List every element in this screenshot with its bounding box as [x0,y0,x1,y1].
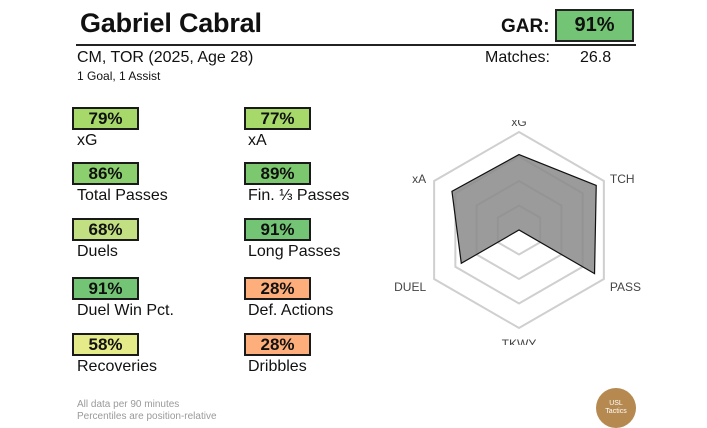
gar-value: 91% [555,9,634,42]
metric-label-duels: Duels [77,243,118,261]
metric-label-def-actions: Def. Actions [248,302,333,320]
radar-data-area [452,155,596,274]
metric-value-recoveries: 58% [72,333,139,356]
matches-label: Matches: [485,49,550,67]
player-name: Gabriel Cabral [80,8,262,39]
player-subtitle: CM, TOR (2025, Age 28) [77,49,253,67]
metric-value-duels: 68% [72,218,139,241]
radar-axis-label-xg: xG [511,120,526,129]
metric-label-long-passes: Long Passes [248,243,341,261]
metric-label-dribbles: Dribbles [248,358,307,376]
metric-value-def-actions: 28% [244,277,311,300]
goals-assists: 1 Goal, 1 Assist [77,69,160,83]
gar-label: GAR: [501,16,550,38]
radar-axis-label-duel: DUEL [394,280,426,294]
footnote-line-1: All data per 90 minutes [77,399,217,411]
usl-tactics-logo: USL Tactics [596,388,636,428]
metric-value-xa: 77% [244,107,311,130]
radar-axis-label-tkwy: TKWY [502,337,537,345]
footnote-line-2: Percentiles are position-relative [77,411,217,423]
metric-value-final-third-passes: 89% [244,162,311,185]
metric-label-xg: xG [77,132,97,150]
radar-axis-label-xa: xA [412,172,426,186]
metric-value-total-passes: 86% [72,162,139,185]
metric-label-final-third-passes: Fin. ⅓ Passes [248,187,349,205]
radar-axis-label-tch: TCH [610,172,635,186]
metric-value-long-passes: 91% [244,218,311,241]
matches-value: 26.8 [580,49,611,67]
metric-label-recoveries: Recoveries [77,358,157,376]
logo-line-2: Tactics [605,408,626,416]
metric-label-duel-win-pct: Duel Win Pct. [77,302,174,320]
metric-value-dribbles: 28% [244,333,311,356]
metric-value-duel-win-pct: 91% [72,277,139,300]
metric-label-xa: xA [248,132,267,150]
metric-value-xg: 79% [72,107,139,130]
radar-axis-label-pass: PASS [610,280,641,294]
footnote: All data per 90 minutes Percentiles are … [77,399,217,423]
logo-line-1: USL [609,400,623,408]
header-divider [76,44,636,46]
radar-chart: xG TCH PASS TKWY DUEL xA [380,120,656,345]
metric-label-total-passes: Total Passes [77,187,168,205]
